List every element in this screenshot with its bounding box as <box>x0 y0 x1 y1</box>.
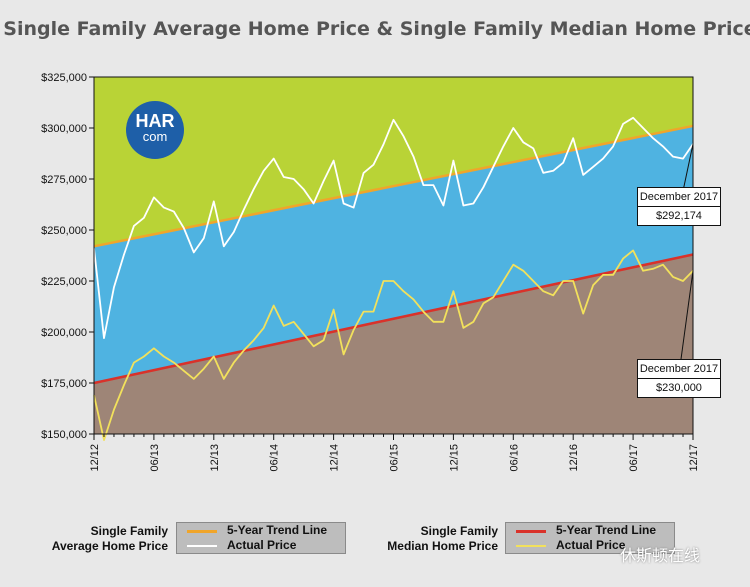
legend-median-box: 5-Year Trend Line Actual Price <box>505 522 675 554</box>
x-tick-label: 12/16 <box>568 444 580 472</box>
y-tick-label: $325,000 <box>41 72 87 84</box>
logo-text-1: HAR <box>135 111 175 131</box>
x-tick-label: 12/13 <box>209 444 221 472</box>
legend-median-actual-label: Actual Price <box>556 538 626 552</box>
legend-median-trend-swatch <box>516 530 546 533</box>
legend-median-trend-label: 5-Year Trend Line <box>556 523 657 537</box>
median-callout: December 2017 $230,000 <box>637 359 721 398</box>
x-tick-label: 06/14 <box>269 444 281 472</box>
x-tick-label: 12/12 <box>89 444 101 472</box>
average-callout: December 2017 $292,174 <box>637 187 721 226</box>
x-tick-label: 06/17 <box>628 444 640 472</box>
legend-average-box: 5-Year Trend Line Actual Price <box>176 522 346 554</box>
x-tick-label: 06/15 <box>389 444 401 472</box>
median-callout-value: $230,000 <box>638 378 720 397</box>
legend-average-actual-swatch <box>187 545 217 547</box>
har-logo: HAR com <box>126 101 184 159</box>
y-tick-label: $275,000 <box>41 174 87 186</box>
average-callout-label: December 2017 <box>639 191 719 203</box>
legend-average-trend-swatch <box>187 530 217 533</box>
legend-average-name-1: Single Family <box>90 524 168 538</box>
median-trend-line <box>93 253 694 385</box>
x-tick-label: 12/15 <box>448 444 460 472</box>
legend-average-name-2: Average Home Price <box>51 539 168 553</box>
x-tick-label: 06/13 <box>149 444 161 472</box>
x-tick-label: 06/16 <box>508 444 520 472</box>
plot-area-bottom-band <box>94 254 693 434</box>
legend-median-name-2: Median Home Price <box>387 539 498 553</box>
x-tick-label: 12/17 <box>688 444 700 472</box>
chart-title: Single Family Average Home Price & Singl… <box>3 18 750 40</box>
y-tick-label: $175,000 <box>41 378 87 390</box>
average-actual-line <box>93 116 694 340</box>
legend-average-actual-label: Actual Price <box>227 538 297 552</box>
y-tick-label: $150,000 <box>41 429 87 441</box>
legend-median-name-1: Single Family <box>420 524 498 538</box>
median-actual-line <box>93 249 694 442</box>
legend-average-trend-label: 5-Year Trend Line <box>227 523 328 537</box>
average-callout-value: $292,174 <box>638 206 720 225</box>
median-callout-label: December 2017 <box>639 363 719 375</box>
y-tick-label: $200,000 <box>41 327 87 339</box>
y-tick-label: $225,000 <box>41 276 87 288</box>
logo-text-2: com <box>142 129 168 144</box>
y-tick-label: $300,000 <box>41 123 87 135</box>
legend-median-actual-swatch <box>516 545 546 547</box>
watermark-text: 休斯顿在线 <box>620 548 701 565</box>
x-tick-label: 12/14 <box>329 444 341 472</box>
y-tick-label: $250,000 <box>41 225 87 237</box>
average-trend-line <box>93 124 694 248</box>
